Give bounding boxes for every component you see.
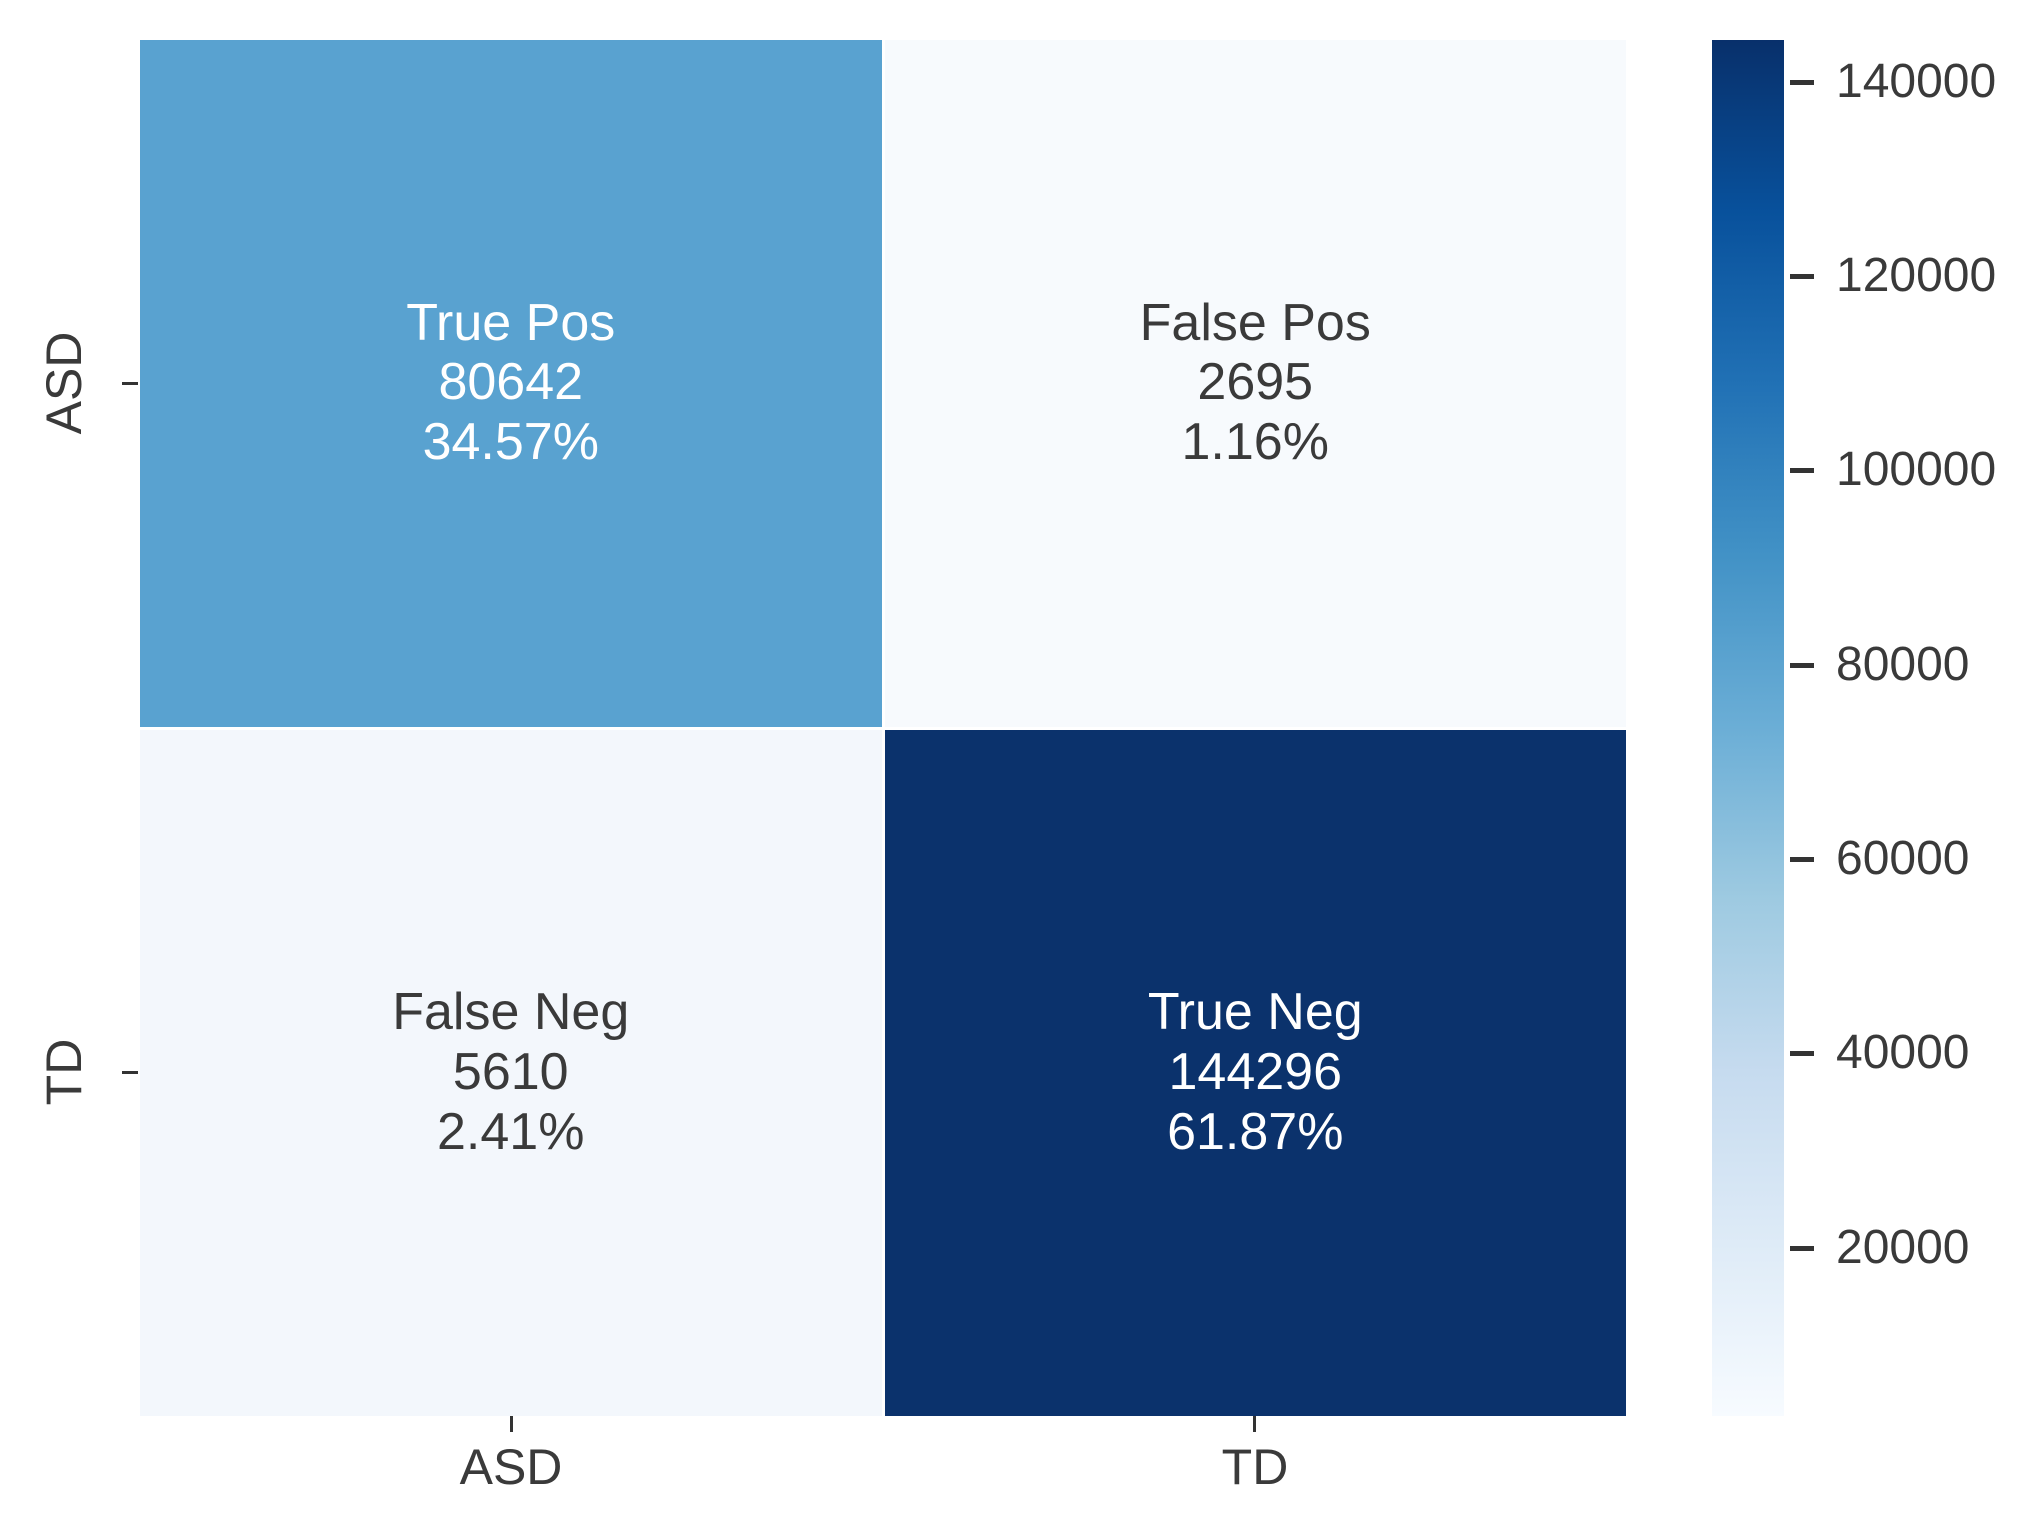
- colorbar-tick-label: 100000: [1836, 443, 1997, 497]
- cell-count: 80642: [438, 353, 584, 412]
- cell-label: False Pos: [1139, 293, 1371, 352]
- colorbar-tick-label: 40000: [1836, 1026, 1970, 1080]
- colorbar-tick-label: 140000: [1836, 54, 1997, 108]
- cell-percent: 34.57%: [422, 413, 599, 472]
- colorbar-tick-mark: [1790, 1245, 1814, 1251]
- colorbar-tick-mark: [1790, 857, 1814, 863]
- cell-false-neg: False Neg 5610 2.41%: [140, 729, 882, 1416]
- cell-true-pos: True Pos 80642 34.57%: [140, 40, 882, 727]
- y-axis-tick-mark: [122, 382, 138, 385]
- colorbar-gradient: [1712, 40, 1784, 1416]
- x-axis-label-td: TD: [1221, 1439, 1289, 1495]
- cell-false-pos: False Pos 2695 1.16%: [884, 40, 1626, 727]
- cell-label: True Neg: [1147, 983, 1363, 1042]
- cell-percent: 61.87%: [1167, 1102, 1344, 1161]
- cell-label: True Pos: [406, 293, 616, 352]
- colorbar-tick-mark: [1790, 79, 1814, 85]
- colorbar-tick-label: 20000: [1836, 1220, 1970, 1274]
- cell-true-neg: True Neg 144296 61.87%: [884, 729, 1626, 1416]
- x-axis-label-asd: ASD: [459, 1439, 563, 1495]
- colorbar-tick-label: 120000: [1836, 249, 1997, 303]
- colorbar-tick-label: 60000: [1836, 832, 1970, 886]
- y-axis-label-asd: ASD: [36, 331, 92, 435]
- colorbar-tick-label: 80000: [1836, 637, 1970, 691]
- colorbar-tick-mark: [1790, 274, 1814, 280]
- cell-percent: 2.41%: [437, 1102, 585, 1161]
- colorbar-tick-mark: [1790, 662, 1814, 668]
- cell-count: 144296: [1168, 1042, 1343, 1101]
- cell-count: 5610: [452, 1042, 569, 1101]
- heatmap-grid: True Pos 80642 34.57% False Pos 2695 1.1…: [140, 40, 1626, 1416]
- y-axis-label-td: TD: [36, 1038, 92, 1106]
- cell-count: 2695: [1197, 353, 1314, 412]
- colorbar-tick-mark: [1790, 468, 1814, 474]
- x-axis-tick-mark: [1253, 1416, 1256, 1432]
- colorbar-tick-mark: [1790, 1051, 1814, 1057]
- x-axis-tick-mark: [510, 1416, 513, 1432]
- y-axis-tick-mark: [122, 1071, 138, 1074]
- cell-label: False Neg: [392, 983, 630, 1042]
- cell-percent: 1.16%: [1181, 413, 1329, 472]
